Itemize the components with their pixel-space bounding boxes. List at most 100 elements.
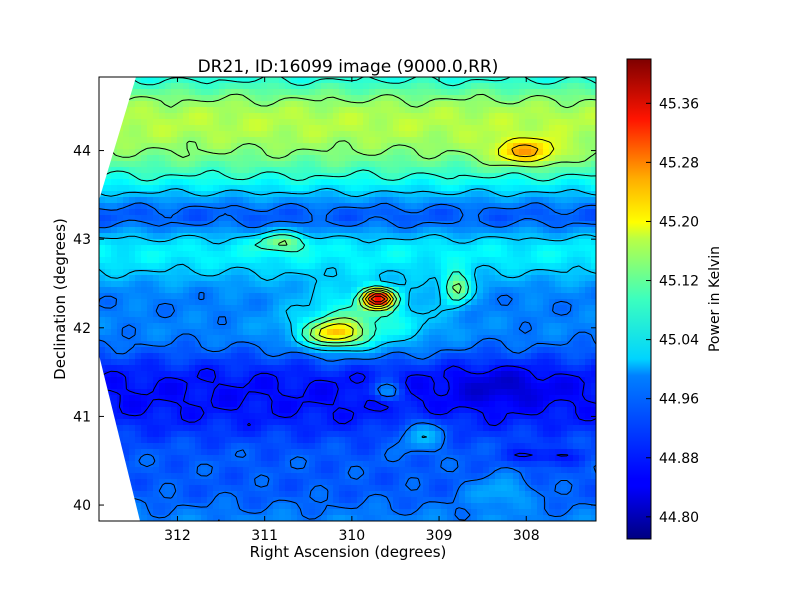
heatmap-cell	[543, 293, 550, 300]
heatmap-cell	[453, 263, 460, 270]
heatmap-cell	[147, 173, 154, 180]
heatmap-cell	[237, 413, 244, 420]
heatmap-cell	[399, 335, 406, 342]
heatmap-cell	[453, 317, 460, 324]
heatmap-cell	[153, 155, 160, 162]
heatmap-cell	[417, 383, 424, 390]
heatmap-cell	[351, 191, 358, 198]
heatmap-cell	[327, 131, 334, 138]
heatmap-cell	[549, 359, 556, 366]
heatmap-cell	[363, 251, 370, 258]
heatmap-cell	[393, 155, 400, 162]
heatmap-cell	[339, 137, 346, 144]
heatmap-cell	[141, 347, 148, 354]
heatmap-cell	[291, 401, 298, 408]
heatmap-cell	[555, 233, 562, 240]
heatmap-cell	[315, 143, 322, 150]
heatmap-cell	[219, 341, 226, 348]
heatmap-cell	[573, 323, 580, 330]
heatmap-cell	[267, 113, 274, 120]
heatmap-cell	[255, 431, 262, 438]
heatmap-cell	[123, 245, 130, 252]
heatmap-cell	[537, 371, 544, 378]
heatmap-cell	[321, 419, 328, 426]
heatmap-cell	[567, 317, 574, 324]
heatmap-cell	[381, 95, 388, 102]
heatmap-cell	[273, 377, 280, 384]
heatmap-cell	[315, 401, 322, 408]
heatmap-cell	[465, 227, 472, 234]
heatmap-cell	[543, 191, 550, 198]
heatmap-cell	[123, 197, 130, 204]
heatmap-cell	[177, 425, 184, 432]
heatmap-cell	[129, 401, 136, 408]
heatmap-cell	[159, 83, 166, 90]
heatmap-cell	[333, 365, 340, 372]
heatmap-cell	[201, 287, 208, 294]
heatmap-cell	[381, 335, 388, 342]
heatmap-cell	[339, 269, 346, 276]
heatmap-cell	[393, 419, 400, 426]
heatmap-cell	[555, 329, 562, 336]
heatmap-cell	[537, 161, 544, 168]
heatmap-cell	[135, 101, 142, 108]
heatmap-cell	[345, 113, 352, 120]
heatmap-cell	[201, 77, 208, 84]
heatmap-cell	[471, 383, 478, 390]
heatmap-cell	[249, 335, 256, 342]
heatmap-cell	[339, 83, 346, 90]
heatmap-cell	[345, 131, 352, 138]
heatmap-cell	[171, 341, 178, 348]
heatmap-cell	[279, 101, 286, 108]
heatmap-cell	[315, 227, 322, 234]
heatmap-cell	[141, 311, 148, 318]
heatmap-cell	[135, 275, 142, 282]
heatmap-cell	[495, 293, 502, 300]
heatmap-cell	[579, 209, 586, 216]
heatmap-cell	[351, 113, 358, 120]
heatmap-cell	[237, 395, 244, 402]
heatmap-cell	[465, 95, 472, 102]
heatmap-cell	[267, 155, 274, 162]
heatmap-cell	[579, 203, 586, 210]
heatmap-cell	[447, 215, 454, 222]
heatmap-cell	[423, 251, 430, 258]
heatmap-cell	[417, 341, 424, 348]
heatmap-cell	[285, 317, 292, 324]
heatmap-cell	[537, 95, 544, 102]
heatmap-cell	[303, 425, 310, 432]
heatmap-cell	[519, 209, 526, 216]
heatmap-cell	[429, 215, 436, 222]
heatmap-cell	[297, 263, 304, 270]
heatmap-cell	[471, 305, 478, 312]
heatmap-cell	[561, 377, 568, 384]
heatmap-cell	[237, 209, 244, 216]
heatmap-cell	[159, 275, 166, 282]
heatmap-cell	[159, 365, 166, 372]
heatmap-cell	[243, 113, 250, 120]
heatmap-cell	[213, 371, 220, 378]
heatmap-cell	[429, 359, 436, 366]
heatmap-cell	[189, 101, 196, 108]
heatmap-cell	[405, 233, 412, 240]
heatmap-cell	[549, 383, 556, 390]
heatmap-cell	[507, 293, 514, 300]
heatmap-cell	[525, 401, 532, 408]
heatmap-cell	[435, 419, 442, 426]
heatmap-cell	[177, 245, 184, 252]
heatmap-cell	[243, 419, 250, 426]
heatmap-cell	[159, 263, 166, 270]
heatmap-cell	[165, 95, 172, 102]
heatmap-cell	[393, 251, 400, 258]
heatmap-cell	[471, 125, 478, 132]
heatmap-cell	[363, 317, 370, 324]
heatmap-cell	[555, 245, 562, 252]
heatmap-cell	[591, 137, 596, 144]
heatmap-cell	[327, 77, 334, 84]
heatmap-cell	[543, 281, 550, 288]
heatmap-cell	[111, 323, 118, 330]
heatmap-cell	[147, 89, 154, 96]
heatmap-cell	[573, 377, 580, 384]
heatmap-cell	[471, 329, 478, 336]
heatmap-cell	[165, 293, 172, 300]
